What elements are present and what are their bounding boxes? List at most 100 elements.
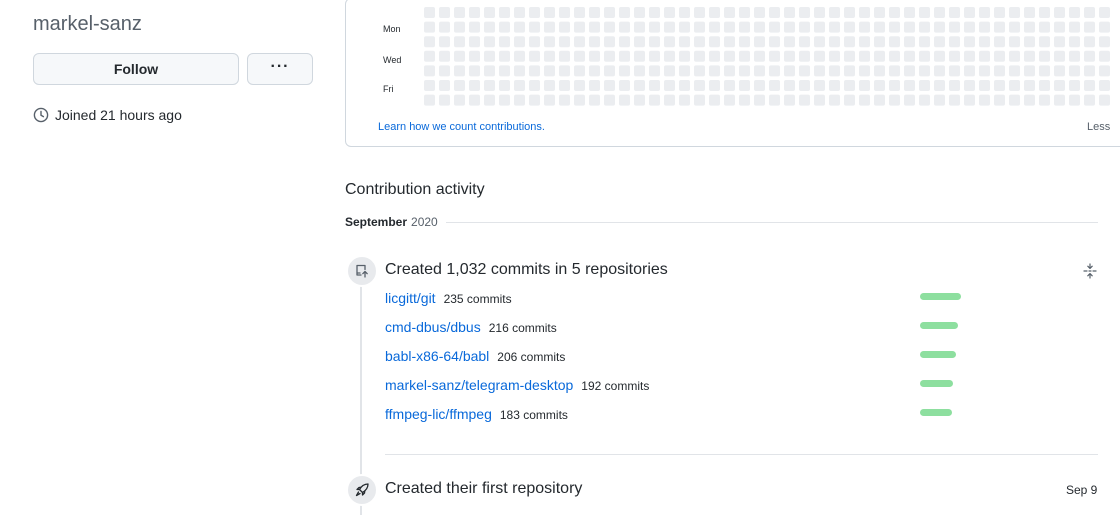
contribution-cell[interactable] — [679, 21, 690, 33]
contribution-cell[interactable] — [529, 50, 540, 62]
contribution-cell[interactable] — [784, 50, 795, 62]
contribution-cell[interactable] — [649, 80, 660, 91]
contribution-cell[interactable] — [574, 80, 585, 91]
contribution-cell[interactable] — [424, 65, 435, 77]
contribution-cell[interactable] — [724, 36, 735, 48]
contribution-cell[interactable] — [1009, 80, 1020, 91]
contribution-cell[interactable] — [754, 7, 765, 18]
contribution-cell[interactable] — [724, 50, 735, 62]
contribution-cell[interactable] — [919, 36, 930, 48]
contribution-cell[interactable] — [949, 80, 960, 91]
contribution-cell[interactable] — [559, 65, 570, 77]
contribution-cell[interactable] — [994, 65, 1005, 77]
contribution-cell[interactable] — [1069, 80, 1080, 91]
contribution-cell[interactable] — [514, 94, 525, 106]
contribution-cell[interactable] — [1024, 65, 1035, 77]
contribution-cell[interactable] — [439, 65, 450, 77]
contribution-cell[interactable] — [844, 80, 855, 91]
contribution-cell[interactable] — [469, 94, 480, 106]
contribution-cell[interactable] — [949, 21, 960, 33]
contribution-cell[interactable] — [814, 94, 825, 106]
contribution-cell[interactable] — [829, 65, 840, 77]
contribution-cell[interactable] — [829, 21, 840, 33]
contribution-cell[interactable] — [589, 65, 600, 77]
contribution-cell[interactable] — [439, 36, 450, 48]
contribution-cell[interactable] — [514, 65, 525, 77]
contribution-cell[interactable] — [1024, 7, 1035, 18]
contribution-cell[interactable] — [649, 21, 660, 33]
contribution-cell[interactable] — [859, 80, 870, 91]
contribution-cell[interactable] — [499, 94, 510, 106]
contribution-cell[interactable] — [829, 7, 840, 18]
contribution-cell[interactable] — [859, 7, 870, 18]
repo-link[interactable]: cmd-dbus/dbus — [385, 319, 481, 335]
contribution-cell[interactable] — [979, 21, 990, 33]
contribution-cell[interactable] — [964, 21, 975, 33]
contribution-cell[interactable] — [619, 7, 630, 18]
contribution-cell[interactable] — [1039, 50, 1050, 62]
contribution-cell[interactable] — [904, 80, 915, 91]
contribution-cell[interactable] — [1054, 7, 1065, 18]
contribution-cell[interactable] — [1024, 36, 1035, 48]
contribution-cell[interactable] — [694, 7, 705, 18]
contribution-cell[interactable] — [514, 36, 525, 48]
contribution-cell[interactable] — [1054, 94, 1065, 106]
contribution-cell[interactable] — [1009, 94, 1020, 106]
contribution-cell[interactable] — [919, 94, 930, 106]
more-options-button[interactable]: ··· — [247, 53, 313, 85]
contribution-cell[interactable] — [964, 50, 975, 62]
contribution-cell[interactable] — [919, 50, 930, 62]
contribution-cell[interactable] — [829, 50, 840, 62]
contribution-cell[interactable] — [844, 21, 855, 33]
contribution-cell[interactable] — [529, 94, 540, 106]
contribution-cell[interactable] — [634, 80, 645, 91]
contribution-cell[interactable] — [964, 80, 975, 91]
contribution-cell[interactable] — [814, 7, 825, 18]
contribution-cell[interactable] — [439, 7, 450, 18]
contribution-cell[interactable] — [634, 94, 645, 106]
contribution-cell[interactable] — [1039, 94, 1050, 106]
contribution-cell[interactable] — [664, 21, 675, 33]
contribution-cell[interactable] — [844, 65, 855, 77]
contribution-cell[interactable] — [469, 65, 480, 77]
contribution-cell[interactable] — [904, 7, 915, 18]
contribution-cell[interactable] — [889, 21, 900, 33]
contribution-cell[interactable] — [919, 21, 930, 33]
contribution-cell[interactable] — [889, 80, 900, 91]
contribution-cell[interactable] — [994, 7, 1005, 18]
contribution-cell[interactable] — [499, 7, 510, 18]
contribution-cell[interactable] — [844, 7, 855, 18]
contribution-cell[interactable] — [574, 7, 585, 18]
contribution-cell[interactable] — [604, 80, 615, 91]
contribution-cell[interactable] — [664, 80, 675, 91]
contribution-cell[interactable] — [649, 50, 660, 62]
contribution-cell[interactable] — [754, 80, 765, 91]
contribution-cell[interactable] — [994, 50, 1005, 62]
contribution-cell[interactable] — [979, 36, 990, 48]
contribution-cell[interactable] — [1084, 50, 1095, 62]
contribution-cell[interactable] — [424, 36, 435, 48]
contribution-cell[interactable] — [829, 94, 840, 106]
contribution-cell[interactable] — [784, 7, 795, 18]
contribution-cell[interactable] — [589, 94, 600, 106]
contribution-cell[interactable] — [934, 36, 945, 48]
contribution-cell[interactable] — [664, 50, 675, 62]
contribution-cell[interactable] — [1069, 65, 1080, 77]
contribution-cell[interactable] — [604, 36, 615, 48]
repo-link[interactable]: ffmpeg-lic/ffmpeg — [385, 406, 492, 422]
contribution-cell[interactable] — [994, 80, 1005, 91]
contribution-cell[interactable] — [769, 50, 780, 62]
contribution-cell[interactable] — [439, 50, 450, 62]
contribution-cell[interactable] — [574, 21, 585, 33]
contribution-cell[interactable] — [694, 65, 705, 77]
contribution-cell[interactable] — [949, 36, 960, 48]
contribution-cell[interactable] — [634, 50, 645, 62]
contribution-cell[interactable] — [424, 94, 435, 106]
contribution-cell[interactable] — [679, 36, 690, 48]
contribution-cell[interactable] — [814, 36, 825, 48]
contribution-cell[interactable] — [649, 36, 660, 48]
contribution-cell[interactable] — [904, 94, 915, 106]
contribution-cell[interactable] — [784, 36, 795, 48]
contribution-cell[interactable] — [589, 7, 600, 18]
contribution-cell[interactable] — [1039, 65, 1050, 77]
